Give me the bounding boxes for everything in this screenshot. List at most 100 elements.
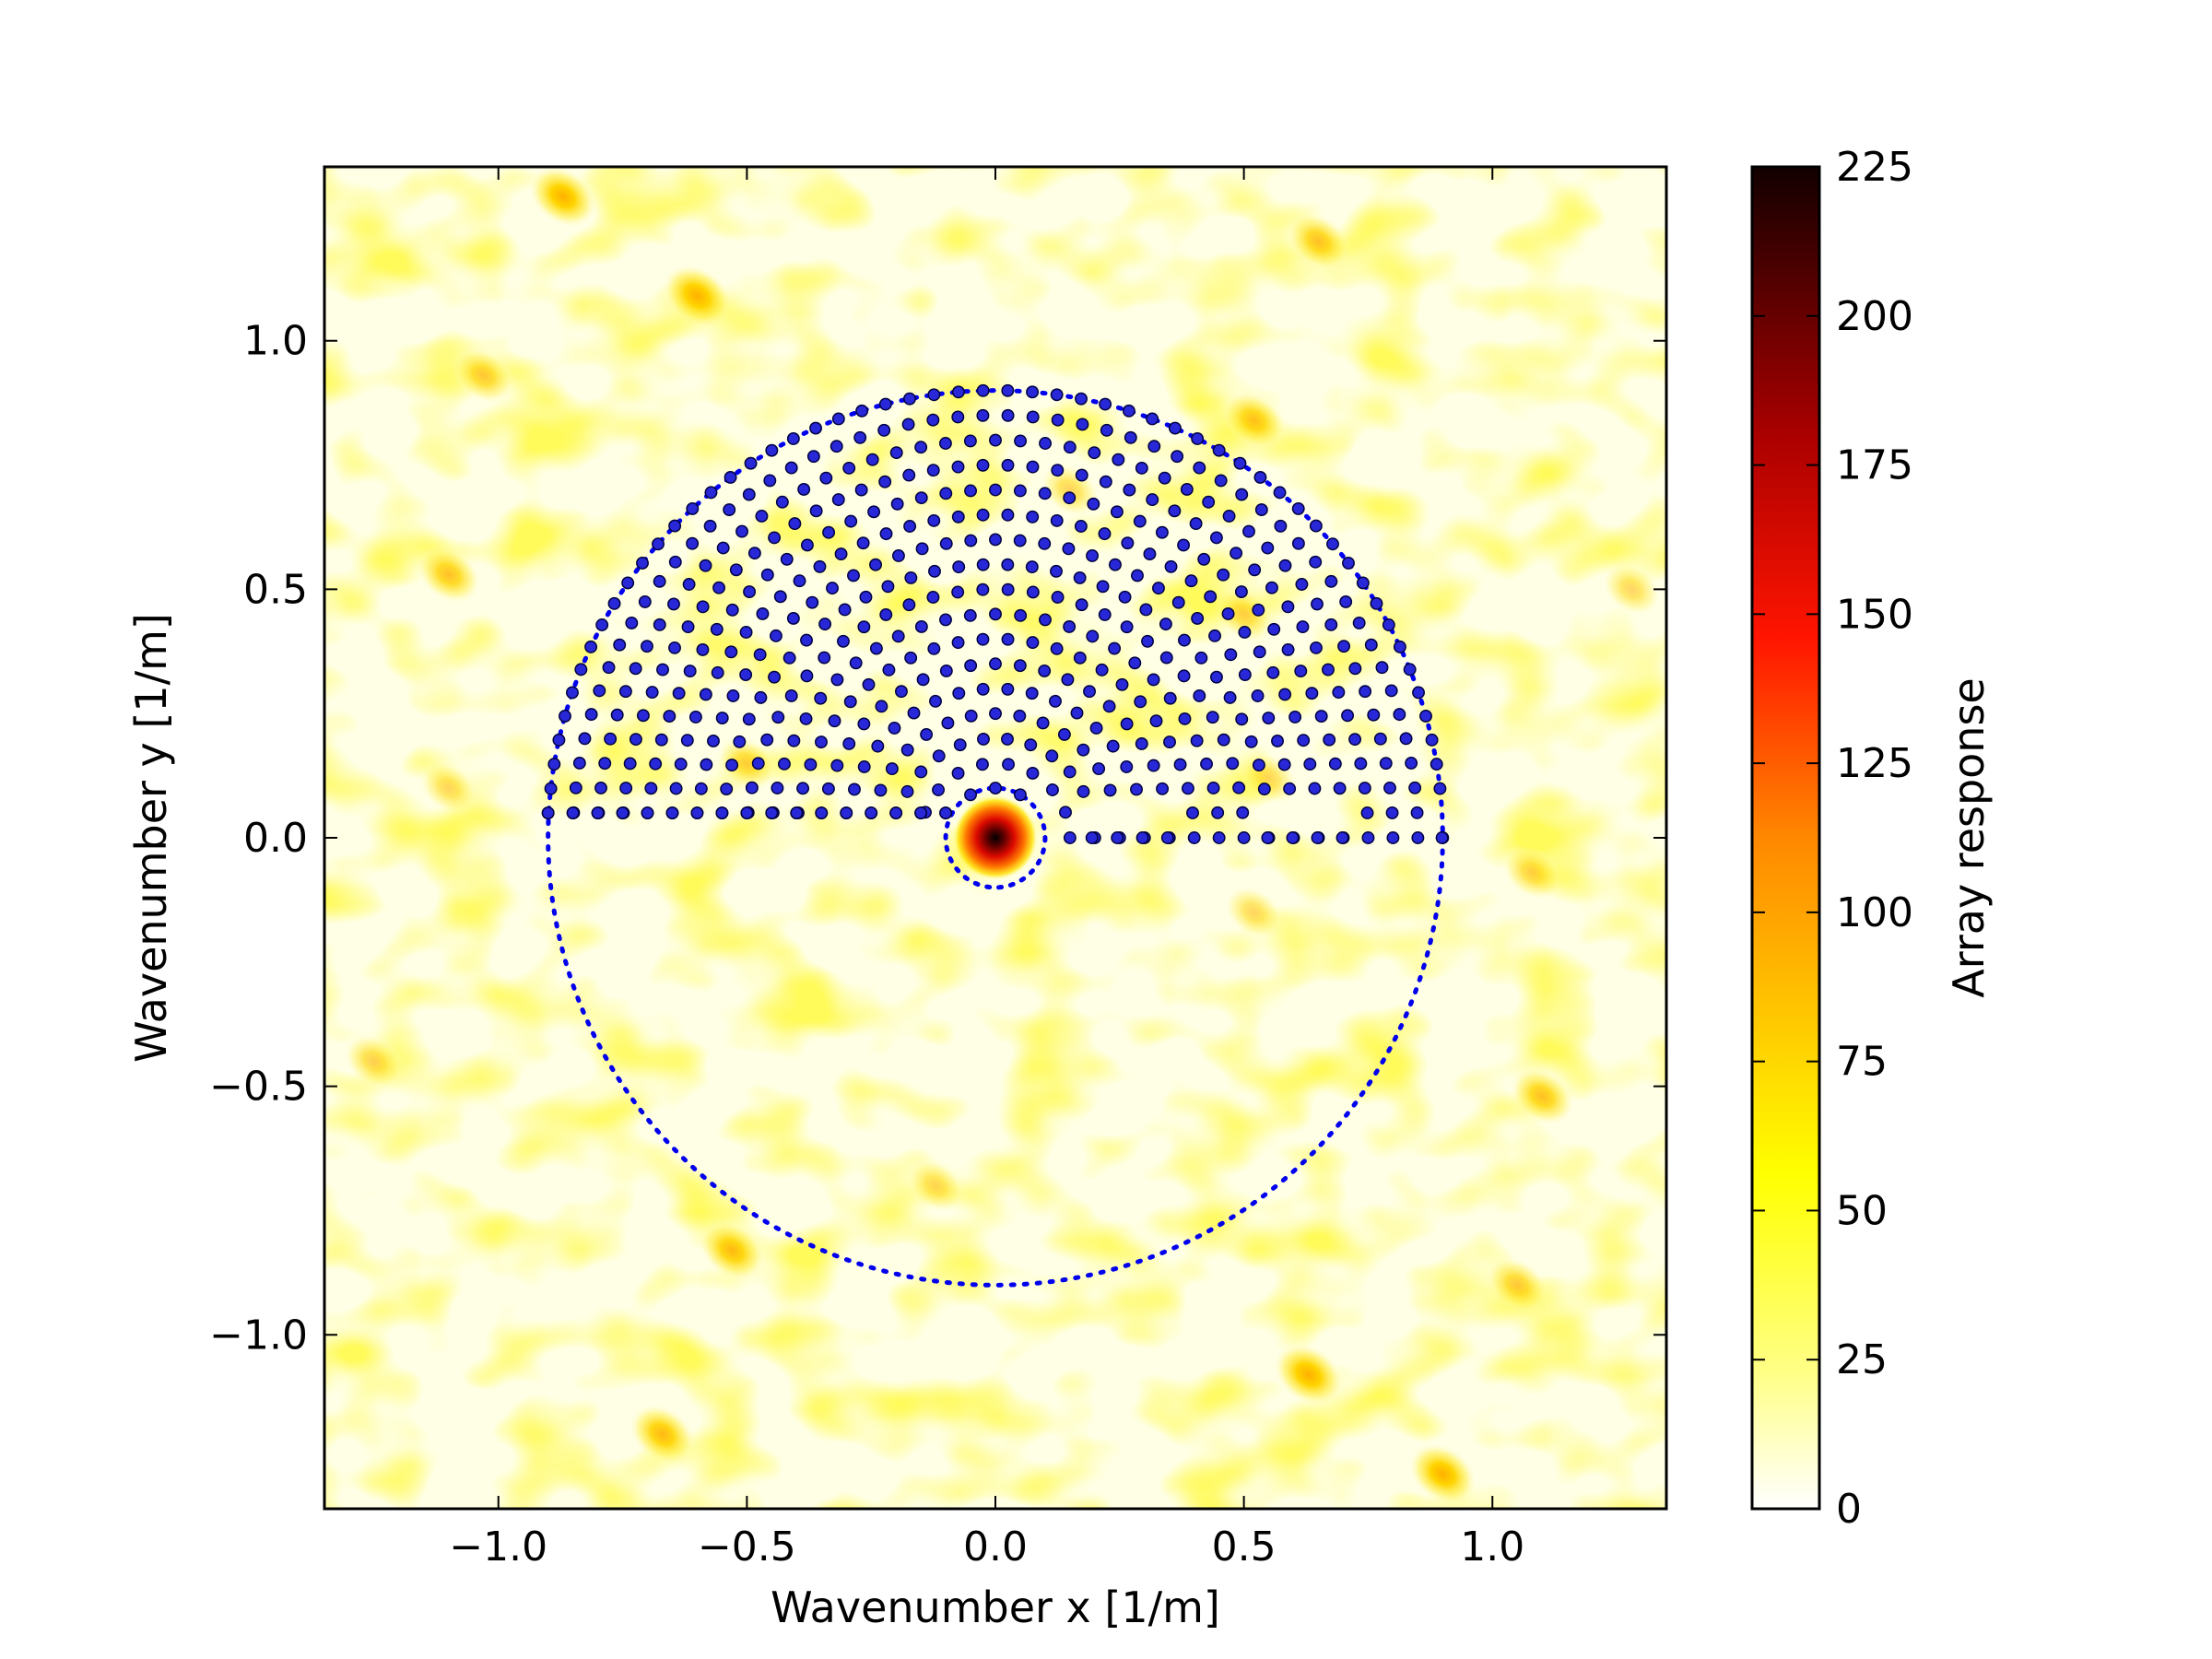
sidelobe-peak: [1486, 1256, 1548, 1313]
sidelobe-peak: [1501, 845, 1562, 900]
sample-point: [1265, 581, 1278, 594]
sample-point: [1123, 483, 1136, 497]
sidelobe-peak: [1602, 562, 1661, 616]
sample-point: [834, 547, 848, 561]
sample-point: [1197, 552, 1211, 566]
sample-point: [1237, 831, 1251, 844]
sample-point: [1271, 734, 1284, 747]
sample-point: [1209, 531, 1223, 545]
sample-point: [1339, 594, 1353, 608]
sample-point: [1086, 629, 1100, 643]
sample-point: [1194, 651, 1208, 665]
sample-point: [1049, 694, 1062, 708]
sample-point: [768, 531, 782, 545]
sample-point: [771, 782, 784, 794]
sample-point: [1281, 600, 1295, 614]
sample-point: [1244, 735, 1258, 748]
sample-point: [963, 608, 977, 622]
sample-point: [742, 712, 756, 726]
sample-point: [951, 460, 965, 474]
sample-point: [842, 737, 856, 750]
sample-point: [1384, 684, 1398, 698]
sample-point: [818, 618, 832, 631]
sample-point: [800, 633, 813, 647]
sample-point: [621, 576, 635, 590]
sample-point: [1212, 443, 1226, 457]
sample-point: [806, 450, 820, 464]
sample-point: [889, 446, 903, 460]
sample-point: [598, 757, 612, 771]
sample-point: [552, 733, 566, 747]
sample-point: [715, 806, 729, 819]
sample-point: [1200, 757, 1213, 771]
sample-point: [1171, 595, 1185, 609]
sample-point: [572, 756, 586, 770]
sample-point: [1342, 556, 1355, 570]
sample-point: [1425, 733, 1439, 747]
sample-point: [566, 686, 579, 700]
sample-point: [964, 659, 978, 673]
sample-point: [938, 437, 952, 450]
sample-point: [711, 665, 724, 679]
sample-point: [1001, 632, 1015, 646]
sample-point: [771, 711, 785, 724]
sample-point: [1235, 488, 1249, 501]
sample-point: [1310, 641, 1323, 654]
sample-point: [668, 641, 681, 654]
sample-point: [1309, 519, 1323, 533]
sample-point: [1168, 504, 1182, 518]
sample-point: [900, 784, 914, 798]
sample-point: [1266, 665, 1280, 679]
sample-point: [1181, 782, 1194, 795]
sample-point: [857, 620, 871, 634]
sample-point: [765, 806, 779, 819]
sample-point: [977, 732, 990, 746]
sample-point: [1348, 733, 1362, 747]
sample-point: [929, 694, 942, 708]
sample-point: [1152, 582, 1165, 595]
sample-point: [1359, 685, 1372, 699]
sample-point: [733, 735, 747, 748]
x-tick-label: 1.0: [1460, 1524, 1524, 1571]
sample-point: [1089, 722, 1103, 735]
sample-point: [1163, 691, 1177, 705]
sample-point: [618, 685, 632, 699]
sample-point: [1399, 732, 1413, 746]
sample-point: [848, 782, 861, 796]
sample-point: [976, 758, 989, 771]
sample-point: [559, 709, 571, 723]
colorbar-tick-label: 100: [1836, 889, 1913, 936]
sample-point: [1103, 783, 1117, 797]
sample-point: [1367, 708, 1381, 722]
sample-point: [1208, 629, 1221, 642]
sample-point: [1273, 486, 1287, 500]
sample-point: [927, 641, 941, 655]
sample-point: [740, 806, 754, 819]
sample-point: [989, 707, 1002, 721]
sample-point: [1291, 536, 1305, 550]
sample-point: [1348, 662, 1362, 676]
sample-point: [1156, 782, 1170, 795]
sample-point: [1061, 673, 1075, 687]
sample-point: [1063, 441, 1077, 454]
sample-point: [951, 585, 965, 599]
sample-point: [547, 758, 561, 771]
sample-point: [725, 603, 739, 617]
sample-point: [763, 474, 777, 488]
sample-point: [636, 556, 649, 570]
sample-point: [1235, 712, 1249, 726]
sample-point: [821, 782, 835, 795]
sample-point: [1278, 688, 1292, 701]
sidelobe-peak: [529, 167, 597, 228]
sample-point: [1092, 762, 1106, 776]
sample-point: [1214, 474, 1228, 488]
sidelobe-peak: [1221, 391, 1287, 450]
sample-point: [1002, 758, 1015, 771]
sample-point: [1403, 663, 1417, 677]
sample-point: [1238, 668, 1252, 681]
sample-point: [1025, 560, 1039, 574]
sample-point: [815, 806, 829, 819]
sample-point: [976, 508, 990, 522]
sample-point: [724, 645, 738, 659]
